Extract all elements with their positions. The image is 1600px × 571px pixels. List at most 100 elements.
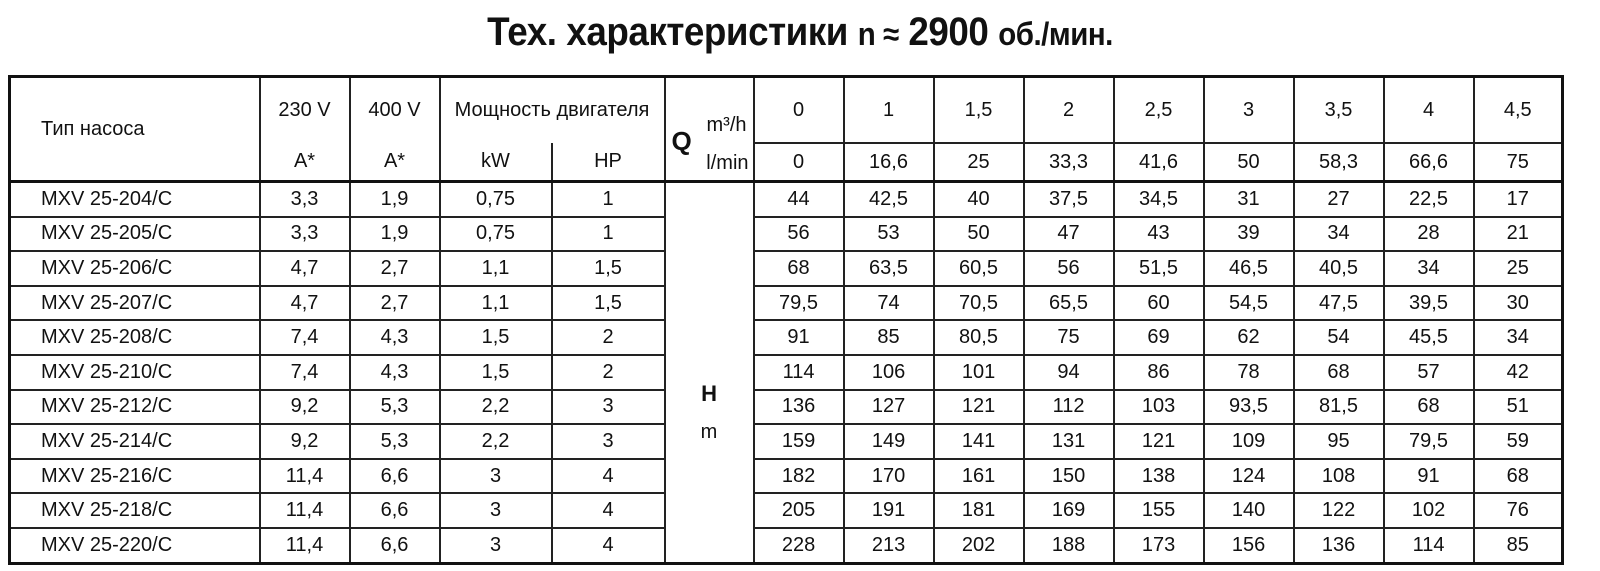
head-value: 205 — [752, 492, 845, 529]
current-400v: 6,6 — [348, 492, 441, 529]
pump-model: MXV 25-210/C — [8, 353, 261, 391]
head-value: 65,5 — [1022, 284, 1115, 322]
flow-m3h-cell: 3,5 — [1292, 75, 1385, 144]
head-value: 202 — [932, 526, 1025, 565]
current-230v: 11,4 — [258, 526, 351, 565]
power-hp: 3 — [550, 423, 666, 460]
header-kw: kW — [438, 143, 553, 183]
flow-lmin-cell: 0 — [752, 142, 845, 183]
flow-lmin-cell: 41,6 — [1112, 142, 1205, 183]
flow-m3h-cell: 1 — [842, 75, 935, 144]
head-value: 161 — [932, 457, 1025, 495]
table-row: MXV 25-210/C 7,4 4,3 1,5 2 114 106 101 94 86 78 68 5… — [8, 353, 1564, 391]
head-value: 47 — [1022, 215, 1115, 253]
power-kw: 3 — [438, 526, 553, 565]
title-speed: 2900 — [908, 10, 989, 54]
head-value: 50 — [932, 215, 1025, 253]
pump-model: MXV 25-205/C — [8, 215, 261, 253]
flow-lmin-cell: 16,6 — [842, 142, 935, 183]
head-value: 22,5 — [1382, 180, 1475, 218]
power-kw: 0,75 — [438, 180, 553, 218]
current-230v: 4,7 — [258, 250, 351, 287]
current-400v: 2,7 — [348, 284, 441, 322]
q-label: Q — [671, 126, 692, 156]
header-a230: A* — [258, 143, 351, 183]
head-value: 140 — [1202, 492, 1295, 529]
q-unit-m3h: m³/h — [706, 114, 747, 136]
header-400v: 400 V — [348, 75, 441, 143]
flow-m3h-cell: 2,5 — [1112, 75, 1205, 144]
head-value: 40 — [932, 180, 1025, 218]
power-hp: 3 — [550, 388, 666, 426]
head-value: 94 — [1022, 353, 1115, 391]
current-400v: 6,6 — [348, 457, 441, 495]
table-row: MXV 25-220/C 11,4 6,6 3 4 228 213 202 188 173 156 1… — [8, 526, 1564, 565]
head-value: 181 — [932, 492, 1025, 529]
head-value: 228 — [752, 526, 845, 565]
page-title: Тех. характеристики n ≈ 2900 об./мин. — [64, 10, 1536, 55]
table-row: MXV 25-216/C 11,4 6,6 3 4 182 170 161 150 138 124 1… — [8, 457, 1564, 495]
flow-lmin-cell: 75 — [1472, 142, 1564, 183]
head-value: 91 — [1382, 457, 1475, 495]
power-hp: 1 — [550, 215, 666, 253]
header-power: Мощность двигателя — [438, 75, 666, 143]
pump-model: MXV 25-208/C — [8, 319, 261, 356]
head-value: 103 — [1112, 388, 1205, 426]
head-value: 42,5 — [842, 180, 935, 218]
power-hp: 4 — [550, 457, 666, 495]
current-400v: 1,9 — [348, 180, 441, 218]
head-value: 74 — [842, 284, 935, 322]
current-230v: 4,7 — [258, 284, 351, 322]
pump-model: MXV 25-212/C — [8, 388, 261, 426]
current-230v: 7,4 — [258, 319, 351, 356]
pump-model: MXV 25-206/C — [8, 250, 261, 287]
head-value: 156 — [1202, 526, 1295, 565]
head-value: 76 — [1472, 492, 1564, 529]
head-value: 150 — [1022, 457, 1115, 495]
power-kw: 1,5 — [438, 353, 553, 391]
head-value: 43 — [1112, 215, 1205, 253]
head-value: 54 — [1292, 319, 1385, 356]
power-hp: 1,5 — [550, 250, 666, 287]
head-value: 63,5 — [842, 250, 935, 287]
flow-m3h-cell: 3 — [1202, 75, 1295, 144]
flow-m3h-cell: 4,5 — [1472, 75, 1564, 144]
h-label: H — [701, 380, 717, 406]
head-value: 30 — [1472, 284, 1564, 322]
head-value: 53 — [842, 215, 935, 253]
title-text: Тех. характеристики — [487, 10, 848, 54]
head-value: 127 — [842, 388, 935, 426]
power-hp: 1,5 — [550, 284, 666, 322]
head-value: 93,5 — [1202, 388, 1295, 426]
head-value: 138 — [1112, 457, 1205, 495]
head-value: 136 — [1292, 526, 1385, 565]
head-value: 213 — [842, 526, 935, 565]
head-value: 68 — [752, 250, 845, 287]
current-230v: 11,4 — [258, 492, 351, 529]
power-kw: 1,1 — [438, 250, 553, 287]
head-value: 62 — [1202, 319, 1295, 356]
head-value: 78 — [1202, 353, 1295, 391]
power-kw: 2,2 — [438, 388, 553, 426]
head-value: 101 — [932, 353, 1025, 391]
spec-table: Тип насоса 230 V 400 V Мощность двигател… — [8, 75, 1565, 565]
head-value: 182 — [752, 457, 845, 495]
header-a400: A* — [348, 143, 441, 183]
table-row: MXV 25-206/C 4,7 2,7 1,1 1,5 68 63,5 60,5 56 51,5… — [8, 250, 1564, 287]
pump-model: MXV 25-214/C — [8, 423, 261, 460]
head-value: 109 — [1202, 423, 1295, 460]
current-230v: 3,3 — [258, 180, 351, 218]
head-value: 39,5 — [1382, 284, 1475, 322]
head-value: 170 — [842, 457, 935, 495]
head-value: 106 — [842, 353, 935, 391]
current-400v: 5,3 — [348, 423, 441, 460]
head-value: 155 — [1112, 492, 1205, 529]
power-hp: 2 — [550, 319, 666, 356]
h-unit: m — [700, 420, 718, 443]
head-value: 56 — [752, 215, 845, 253]
q-unit-lmin: l/min — [706, 152, 749, 174]
pump-model: MXV 25-218/C — [8, 492, 261, 529]
current-230v: 11,4 — [258, 457, 351, 495]
head-value: 69 — [1112, 319, 1205, 356]
